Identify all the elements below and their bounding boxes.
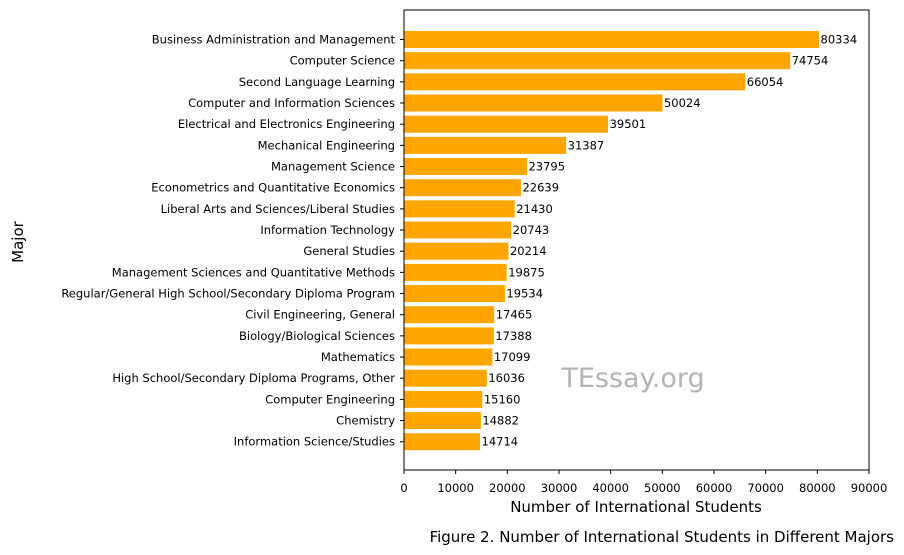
bar-9	[404, 200, 515, 218]
value-label-15: 17388	[495, 329, 532, 343]
category-label-16: Mathematics	[321, 350, 395, 364]
bar-20	[404, 433, 481, 451]
category-label-5: Electrical and Electronics Engineering	[178, 117, 395, 131]
bar-12	[404, 263, 507, 281]
category-label-8: Econometrics and Quantitative Economics	[151, 181, 395, 195]
x-tick-label-4: 40000	[592, 481, 629, 495]
bar-4	[404, 94, 663, 112]
x-tick-label-1: 10000	[437, 481, 474, 495]
x-tick-label-9: 90000	[851, 481, 888, 495]
category-label-3: Second Language Learning	[239, 75, 395, 89]
value-label-13: 19534	[506, 287, 543, 301]
bar-10	[404, 221, 512, 239]
category-label-19: Chemistry	[336, 414, 395, 428]
bar-3	[404, 73, 746, 91]
category-label-12: Management Sciences and Quantitative Met…	[112, 265, 395, 279]
bar-14	[404, 306, 495, 324]
bar-7	[404, 158, 527, 176]
category-label-11: General Studies	[303, 244, 395, 258]
value-label-7: 23795	[528, 160, 565, 174]
bar-1	[404, 31, 820, 48]
bar-13	[404, 285, 505, 303]
bars-group	[404, 31, 820, 451]
plot-frame	[403, 9, 870, 471]
bar-2	[404, 52, 791, 70]
x-tick-label-7: 70000	[747, 481, 784, 495]
value-label-17: 16036	[488, 371, 525, 385]
x-tick-label-0: 0	[400, 481, 407, 495]
bar-11	[404, 242, 509, 260]
category-label-2: Computer Science	[290, 54, 395, 68]
value-label-18: 15160	[484, 392, 521, 406]
bar-17	[404, 369, 487, 387]
bar-5	[404, 115, 609, 133]
y-axis-ticks: Business Administration and Management Co…	[61, 33, 404, 449]
bar-16	[404, 348, 493, 366]
category-label-15: Biology/Biological Sciences	[239, 329, 395, 343]
value-label-12: 19875	[508, 265, 545, 279]
value-label-4: 50024	[664, 96, 701, 110]
x-axis-title: Number of International Students	[510, 498, 762, 516]
value-label-19: 14882	[482, 414, 519, 428]
figure-caption: Figure 2. Number of International Studen…	[430, 528, 895, 546]
category-label-14: Civil Engineering, General	[245, 308, 395, 322]
bar-18	[404, 390, 483, 408]
watermark-text: TEssay.org	[560, 363, 704, 394]
value-label-14: 17465	[496, 308, 533, 322]
bar-8	[404, 179, 521, 197]
value-label-5: 39501	[610, 117, 647, 131]
value-label-3: 66054	[747, 75, 784, 89]
category-label-18: Computer Engineering	[265, 392, 395, 406]
category-label-6: Mechanical Engineering	[258, 138, 395, 152]
value-label-8: 22639	[522, 181, 559, 195]
x-tick-label-3: 30000	[541, 481, 578, 495]
category-label-17: High School/Secondary Diploma Programs, …	[112, 371, 395, 385]
value-label-20: 14714	[482, 435, 519, 449]
value-label-16: 17099	[494, 350, 531, 364]
category-label-4: Computer and Information Sciences	[188, 96, 395, 110]
x-tick-label-5: 50000	[644, 481, 681, 495]
value-label-9: 21430	[516, 202, 553, 216]
value-label-10: 20743	[513, 223, 550, 237]
category-label-10: Information Technology	[260, 223, 395, 237]
y-axis-title: Major	[9, 220, 27, 262]
bar-19	[404, 412, 481, 430]
value-label-2: 74754	[792, 54, 829, 68]
x-tick-label-2: 20000	[489, 481, 526, 495]
category-label-7: Management Science	[271, 160, 395, 174]
value-label-1: 80334	[821, 33, 858, 47]
bar-15	[404, 327, 494, 345]
value-label-11: 20214	[510, 244, 547, 258]
category-label-20: Information Science/Studies	[234, 435, 395, 449]
value-label-6: 31387	[568, 138, 605, 152]
category-label-13: Regular/General High School/Secondary Di…	[61, 287, 395, 301]
category-label-1: Business Administration and Management	[152, 33, 396, 47]
category-label-9: Liberal Arts and Sciences/Liberal Studie…	[161, 202, 395, 216]
x-tick-label-8: 80000	[799, 481, 836, 495]
x-axis-ticks: 0 10000 20000 30000 40000 50000 60000 70000 8000…	[400, 470, 887, 495]
bar-6	[404, 136, 567, 154]
x-tick-label-6: 60000	[696, 481, 733, 495]
